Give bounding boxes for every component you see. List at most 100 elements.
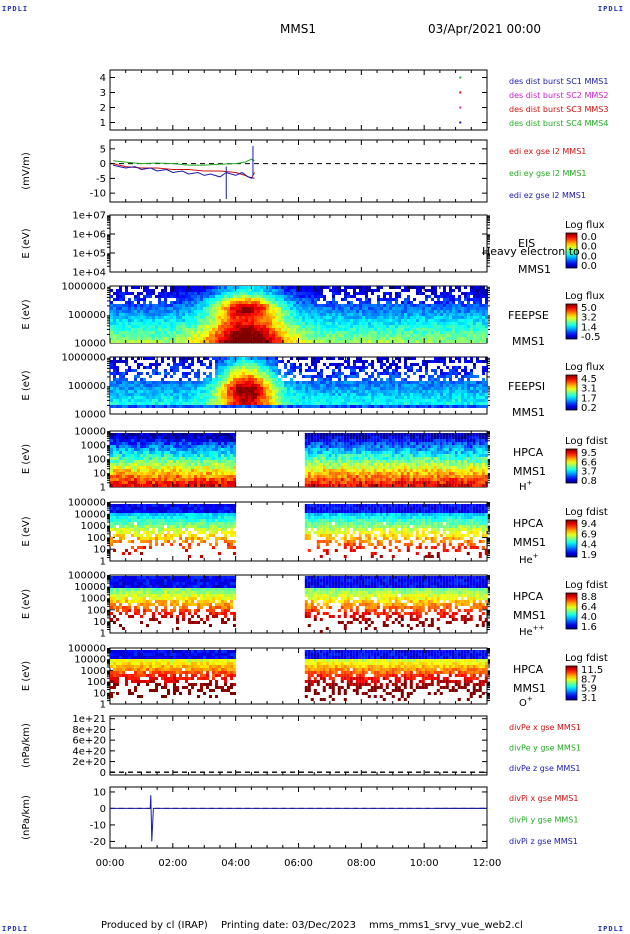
colorbar-tick-feepse: 1.4 [581,322,597,333]
corner-label-top-right: IPDLI [597,5,624,13]
ytick-label-hpca_he1: 1000 [81,521,106,532]
spectrogram-hpca_he2 [110,576,488,633]
xtick-label: 08:00 [347,858,376,869]
ytick-label-divpe: 2e+20 [72,757,106,768]
colorbar-tick-hpca_h: 0.8 [581,476,597,487]
ytick-label-hpca_he1: 10000 [74,509,106,520]
colorbar-hpca_he1 [565,519,578,558]
colorbar-tick-eis: 0.0 [581,251,597,262]
colorbar-tick-eis: 0.0 [581,261,597,272]
ytick-label-divpe: 8e+20 [72,725,106,736]
ytick-label-burst: 4 [100,73,106,84]
ytick-label-hpca_h: 1 [100,483,106,494]
panel-label-eis-1: MMS1 [518,263,551,276]
corner-label-top-left: IPDLI [2,5,29,13]
species-label-hpca_he1: He+ [519,552,539,566]
colorbar-title-hpca_he2: Log fdist [565,580,608,591]
colorbar-title-hpca_h: Log fdist [565,436,608,447]
series-point-burst-3 [459,76,462,79]
ytick-label-hpca_he2: 10000 [74,582,106,593]
xtick-label: 06:00 [284,858,313,869]
colorbar-tick-hpca_h: 6.6 [581,457,597,468]
colorbar-title-feepsi: Log flux [565,362,605,373]
panel-label-hpca_he2-0: HPCA [513,590,544,603]
species-charge: + [527,695,533,703]
species-label-hpca_h: H+ [519,479,533,493]
legend-divpi-0: divPi x gse MMS1 [509,794,578,803]
ytick-label-feepsi: 10000 [74,410,106,421]
ytick-label-hpca_he1: 100 [87,533,106,544]
ytick-label-hpca_h: 1000 [81,441,106,452]
panel-label-feepsi-1: MMS1 [512,406,545,419]
ytick-label-feepsi: 1000000 [61,353,106,364]
panel-label-feepsi-0: FEEPSI [508,380,545,393]
ytick-label-burst: 1 [100,118,106,129]
legend-edi-2: edi ez gse l2 MMS1 [509,191,586,200]
colorbar-tick-feepse: -0.5 [581,332,601,343]
colorbar-title-hpca_he1: Log fdist [565,507,608,518]
colorbar-tick-eis: 0.0 [581,232,597,243]
ytick-label-eis: 1e+04 [72,268,106,279]
series-point-burst-1 [459,106,462,109]
ytick-label-hpca_o: 1 [100,700,106,711]
ytick-label-divpe: 1e+21 [72,714,106,725]
colorbar-hpca_he2 [565,592,578,630]
ytick-label-feepse: 100000 [68,310,106,321]
colorbar-tick-feepsi: 1.7 [581,393,597,404]
ylabel-hpca_o: E (eV) [21,661,32,691]
legend-burst-1: des dist burst SC2 MMS2 [509,91,608,100]
colorbar-tick-hpca_o: 11.5 [581,665,603,676]
xtick-label: 02:00 [158,858,187,869]
ytick-label-edi: 0 [100,159,106,170]
ytick-label-hpca_h: 10000 [74,427,106,438]
colorbar-tick-hpca_he2: 8.8 [581,592,597,603]
panel-frame-edi [109,139,488,203]
colorbar-tick-hpca_h: 9.5 [581,448,597,459]
colorbar-tick-feepse: 3.2 [581,313,597,324]
colorbar-tick-hpca_h: 3.7 [581,467,597,478]
colorbar-tick-feepse: 5.0 [581,303,597,314]
ytick-label-edi: -10 [90,189,106,200]
colorbar-tick-feepsi: 4.5 [581,374,597,385]
legend-burst-0: des dist burst SC1 MMS1 [509,77,608,86]
ytick-label-edi: -5 [96,174,106,185]
colorbar-title-hpca_o: Log fdist [565,653,608,664]
legend-divpe-2: divPe z gse MMS1 [509,764,580,773]
colorbar-tick-hpca_o: 5.9 [581,684,597,695]
panel-label-eis-0: EIS [518,237,535,250]
ytick-label-divpi: 10 [93,787,106,798]
species-label-hpca_he2: He++ [519,624,545,638]
colorbar-feepse [565,303,578,340]
corner-label-bottom-left: IPDLI [2,925,29,933]
panel-label-feepse-0: FEEPSE [508,309,549,322]
legend-divpe-1: divPe y gse MMS1 [509,744,581,753]
panel-frame-divpe [109,715,488,776]
ytick-label-hpca_he1: 100000 [68,498,106,509]
footer-producer: Produced by cl (IRAP) [101,920,208,931]
corner-label-bottom-right: IPDLI [597,925,624,933]
series-point-burst-0 [459,121,462,124]
ytick-label-feepsi: 100000 [68,381,106,392]
ytick-label-hpca_o: 10000 [74,655,106,666]
species-label-hpca_o: O+ [519,695,533,709]
ytick-label-divpi: -20 [90,837,106,848]
panel-label-hpca_o-0: HPCA [513,663,544,676]
xtick-label: 00:00 [96,858,125,869]
colorbar-tick-feepsi: 0.2 [581,403,597,414]
ytick-label-hpca_he2: 100 [87,605,106,616]
ytick-label-divpi: 0 [100,804,106,815]
species-charge: ++ [533,624,545,632]
footer-printing-date: Printing date: 03/Dec/2023 [221,920,357,931]
panel-label-hpca_h-0: HPCA [513,446,544,459]
ytick-label-feepse: 10000 [74,339,106,350]
spectrogram-hpca_he1 [110,504,488,558]
ytick-label-burst: 3 [100,88,106,99]
colorbar-eis [565,232,578,269]
ylabel-feepse: E (eV) [21,299,32,329]
ylabel-hpca_he2: E (eV) [21,589,32,619]
colorbar-tick-hpca_he1: 9.4 [581,519,597,530]
colorbar-tick-hpca_he2: 1.6 [581,622,597,633]
xtick-label: 12:00 [473,858,502,869]
colorbar-tick-hpca_o: 8.7 [581,674,597,685]
ytick-label-edi: 5 [100,144,106,155]
